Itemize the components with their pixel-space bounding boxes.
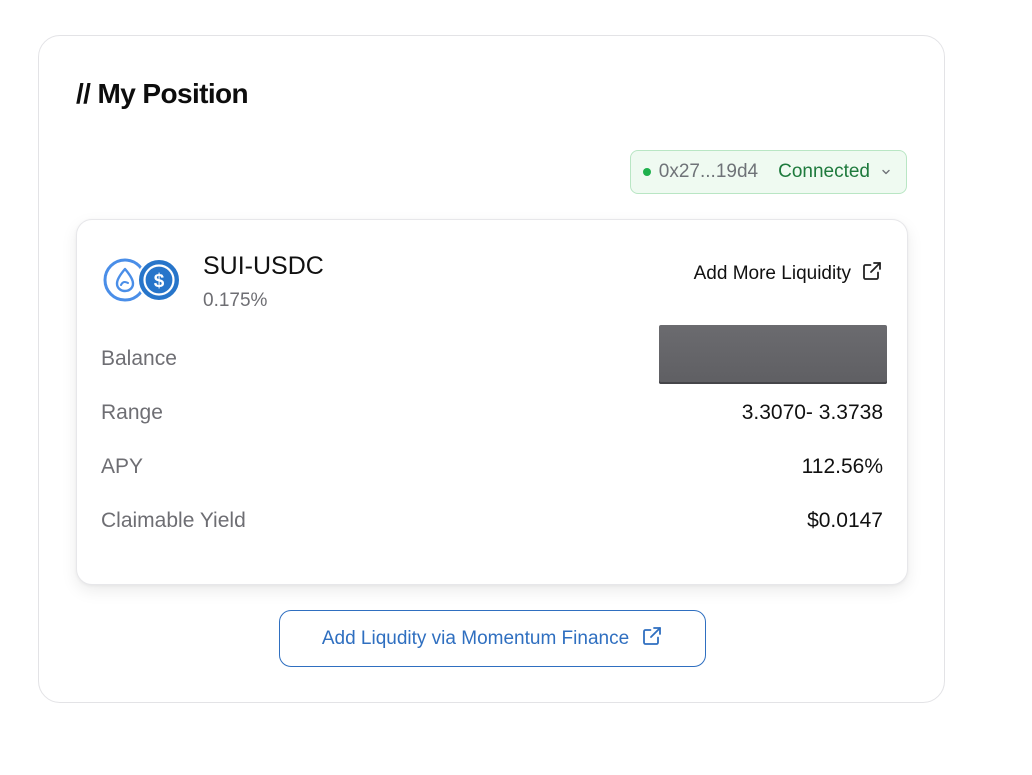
claimable-yield-row: Claimable Yield $0.0147 [101,506,883,536]
my-position-card: // My Position 0x27...19d4 Connected $ S… [38,35,945,703]
add-liquidity-momentum-button[interactable]: Add Liqudity via Momentum Finance [279,610,706,667]
apy-label: APY [101,455,144,478]
section-title: // My Position [76,78,249,109]
range-row: Range 3.3070- 3.3738 [101,398,883,428]
range-label: Range [101,401,163,424]
add-more-liquidity-label: Add More Liquidity [693,263,851,284]
fee-tier: 0.175% [203,290,268,311]
chevron-down-icon [880,166,892,178]
usdc-token-icon: $ [137,258,181,302]
add-liquidity-momentum-label: Add Liqudity via Momentum Finance [321,627,630,649]
wallet-status: Connected [778,161,870,182]
external-link-icon [641,625,663,653]
position-detail-card: $ SUI-USDC 0.175% Add More Liquidity Bal… [76,219,908,585]
claimable-yield-label: Claimable Yield [101,509,246,532]
external-link-icon [861,260,883,288]
add-more-liquidity-link[interactable]: Add More Liquidity [694,260,883,288]
balance-value-redacted [659,325,887,384]
token-pair-icons: $ [103,258,185,304]
wallet-connection-button[interactable]: 0x27...19d4 Connected [629,150,907,194]
apy-value: 112.56% [801,455,883,478]
pair-name: SUI-USDC [203,252,324,280]
apy-row: APY 112.56% [101,452,883,482]
status-dot-icon [642,168,651,176]
wallet-address: 0x27...19d4 [658,161,759,182]
claimable-yield-value: $0.0147 [807,509,883,532]
range-value: 3.3070- 3.3738 [741,401,883,424]
svg-text:$: $ [154,271,165,292]
balance-label: Balance [101,347,177,370]
balance-row: Balance [101,344,883,374]
